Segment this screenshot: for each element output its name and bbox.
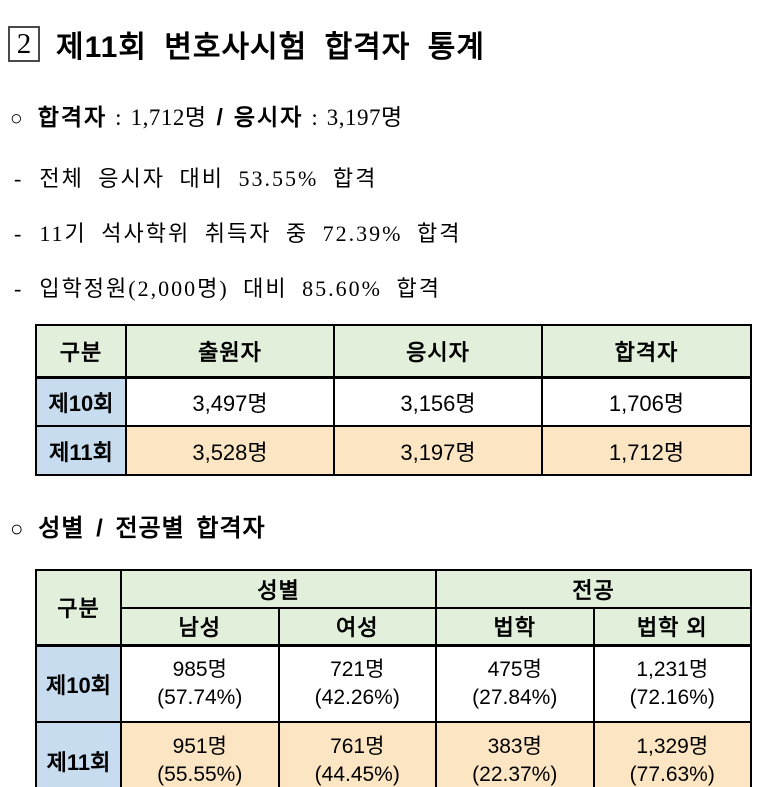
cell-percent: (22.37%)	[472, 763, 558, 786]
cell-count: 951명	[172, 735, 227, 758]
summary-line: ○ 합격자:1,712명 / 응시자:3,197명	[10, 102, 762, 134]
bullet-masters-rate-text: 11기 석사학위 취득자 중 72.39% 합격	[39, 221, 462, 246]
cell-count: 383명	[487, 735, 542, 758]
cell-percent: (72.16%)	[629, 685, 715, 709]
cell-count: 475명	[487, 657, 542, 681]
header-filed: 출원자	[125, 324, 335, 379]
row-label-exam11: 제11회	[35, 721, 122, 787]
cell-exam11-filed: 3,528명	[125, 425, 335, 476]
dash-bullet-icon: -	[14, 276, 24, 301]
table-header-group-row: 구분 성별 전공	[35, 569, 752, 647]
cell-exam11-law: 383명 (22.37%)	[435, 721, 595, 787]
summary-label-passers: 합격자	[37, 104, 108, 130]
cell-exam10-non-law: 1,231명 (72.16%)	[592, 644, 752, 723]
header-passers: 합격자	[541, 324, 752, 379]
cell-exam11-passers: 1,712명	[541, 425, 752, 476]
cell-percent: (55.55%)	[157, 763, 243, 786]
bullet-masters-rate: -11기 석사학위 취득자 중 72.39% 합격	[14, 219, 762, 249]
header-gubun: 구분	[35, 569, 122, 647]
cell-count: 1,329명	[636, 735, 709, 758]
table-row: 제10회 985명 (57.74%) 721명 (42.26%) 475명 (2…	[35, 644, 752, 723]
cell-exam10-takers: 3,156명	[333, 376, 543, 427]
header-female: 여성	[277, 607, 437, 647]
cell-count: 761명	[330, 735, 385, 758]
cell-exam11-takers: 3,197명	[333, 425, 543, 476]
row-label-exam10: 제10회	[35, 644, 122, 723]
cell-exam10-law: 475명 (27.84%)	[435, 644, 595, 723]
summary-value-passers: 1,712명	[130, 105, 207, 130]
row-label-exam11: 제11회	[35, 425, 127, 476]
header-male: 남성	[120, 607, 280, 647]
cell-percent: (27.84%)	[472, 685, 558, 709]
cell-exam11-female: 761명 (44.45%)	[277, 721, 437, 787]
page-title: 제11회 변호사시험 합격자 통계	[56, 31, 485, 64]
cell-exam10-male: 985명 (57.74%)	[120, 644, 280, 723]
exam-totals-table: 구분 출원자 응시자 합격자 제10회 3,497명 3,156명 1,706명…	[35, 324, 752, 476]
page-title-row: 2 제11회 변호사시험 합격자 통계	[8, 22, 762, 66]
circle-bullet-icon: ○	[10, 107, 24, 130]
cell-percent: (77.63%)	[629, 763, 715, 786]
section-heading-text: 성별 / 전공별 합격자	[38, 515, 266, 542]
summary-divider: /	[216, 104, 224, 130]
bullet-total-rate: - 전체 응시자 대비 53.55% 합격	[14, 164, 762, 194]
cell-percent: (57.74%)	[157, 685, 243, 709]
table-header-row: 구분 출원자 응시자 합격자	[35, 324, 752, 379]
gender-major-table: 구분 성별 전공 남성 여성 법학 법학 외 제10회 985명 (57.74%…	[35, 569, 752, 787]
table-header-sub-row: 남성 여성 법학 법학 외	[36, 607, 752, 647]
table-row: 제11회 951명 (55.55%) 761명 (44.45%) 383명 (2…	[35, 721, 752, 787]
cell-exam10-female: 721명 (42.26%)	[277, 644, 437, 723]
cell-count: 985명	[172, 657, 227, 681]
header-non-law: 법학 외	[592, 607, 752, 647]
summary-colon2: :	[311, 105, 319, 130]
title-number-box: 2	[8, 26, 40, 62]
cell-exam10-passers: 1,706명	[541, 376, 752, 427]
section-heading-gender-major: ○ 성별 / 전공별 합격자	[10, 508, 762, 543]
cell-exam10-filed: 3,497명	[125, 376, 335, 427]
cell-count: 721명	[330, 657, 385, 681]
row-label-exam10: 제10회	[35, 376, 127, 427]
cell-count: 1,231명	[636, 657, 709, 681]
dash-bullet-icon: -	[14, 221, 24, 246]
summary-value-applicants: 3,197명	[326, 105, 403, 130]
summary-label-applicants: 응시자	[233, 104, 304, 130]
bullet-total-rate-text: 전체 응시자 대비 53.55% 합격	[39, 166, 378, 191]
header-group-gender: 성별	[120, 569, 437, 609]
header-law: 법학	[435, 607, 595, 647]
table-row: 제11회 3,528명 3,197명 1,712명	[35, 425, 752, 476]
header-group-major: 전공	[435, 569, 752, 609]
cell-exam11-male: 951명 (55.55%)	[120, 721, 280, 787]
bullet-quota-rate-text: 입학정원(2,000명) 대비 85.60% 합격	[39, 276, 441, 301]
dash-bullet-icon: -	[14, 166, 24, 191]
summary-colon: :	[115, 105, 123, 130]
table-row: 제10회 3,497명 3,156명 1,706명	[35, 376, 752, 427]
circle-bullet-icon: ○	[10, 516, 25, 541]
cell-exam11-non-law: 1,329명 (77.63%)	[592, 721, 752, 787]
cell-percent: (42.26%)	[314, 685, 400, 709]
header-takers: 응시자	[333, 324, 543, 379]
header-gubun: 구분	[35, 324, 127, 379]
bullet-quota-rate: - 입학정원(2,000명) 대비 85.60% 합격	[14, 274, 762, 304]
cell-percent: (44.45%)	[314, 763, 400, 786]
